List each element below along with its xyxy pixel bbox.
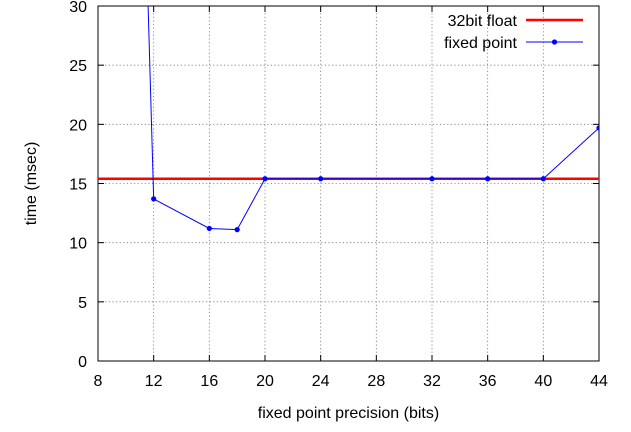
- legend: 32bit float fixed point: [444, 13, 583, 52]
- axes: 8 12 16 20 24 28 32 36 40 44 0 5 10 15 20 25 30: [69, 0, 608, 390]
- x-tick-label: 28: [367, 373, 385, 390]
- x-tick-label: 24: [312, 373, 330, 390]
- x-axis-title: fixed point precision (bits): [258, 405, 439, 422]
- fixed-point-marker: [151, 196, 157, 202]
- fixed-point-marker: [540, 176, 546, 182]
- series-layer: [98, 6, 599, 233]
- x-tick-label: 44: [590, 373, 608, 390]
- x-tick-label: 16: [200, 373, 218, 390]
- y-tick-label: 25: [69, 58, 87, 75]
- x-tick-label: 36: [479, 373, 497, 390]
- x-tick-label: 20: [256, 373, 274, 390]
- x-tick-label: 32: [423, 373, 441, 390]
- grid: [98, 6, 599, 361]
- legend-swatch-marker: [551, 39, 558, 45]
- y-tick-label: 0: [78, 354, 87, 371]
- x-tick-label: 8: [94, 373, 103, 390]
- fixed-point-marker: [485, 176, 491, 182]
- fixed-point-marker: [262, 176, 268, 182]
- y-tick-label: 10: [69, 236, 87, 253]
- legend-label: 32bit float: [448, 13, 518, 30]
- fixed-point-marker: [429, 176, 435, 182]
- legend-label: fixed point: [444, 35, 517, 52]
- y-tick-label: 30: [69, 0, 87, 16]
- fixed-point-marker: [318, 176, 324, 182]
- fixed-point-marker: [234, 227, 240, 233]
- fixed-point-marker: [206, 225, 212, 232]
- x-tick-label: 40: [534, 373, 552, 390]
- series-line-fixed-point: [147, 6, 599, 231]
- y-tick-label: 20: [69, 117, 87, 134]
- x-tick-label: 12: [145, 373, 163, 390]
- y-tick-label: 15: [69, 177, 87, 194]
- fixed-point-marker: [596, 125, 599, 131]
- y-tick-label: 5: [78, 295, 87, 312]
- y-axis-title: time (msec): [23, 142, 40, 226]
